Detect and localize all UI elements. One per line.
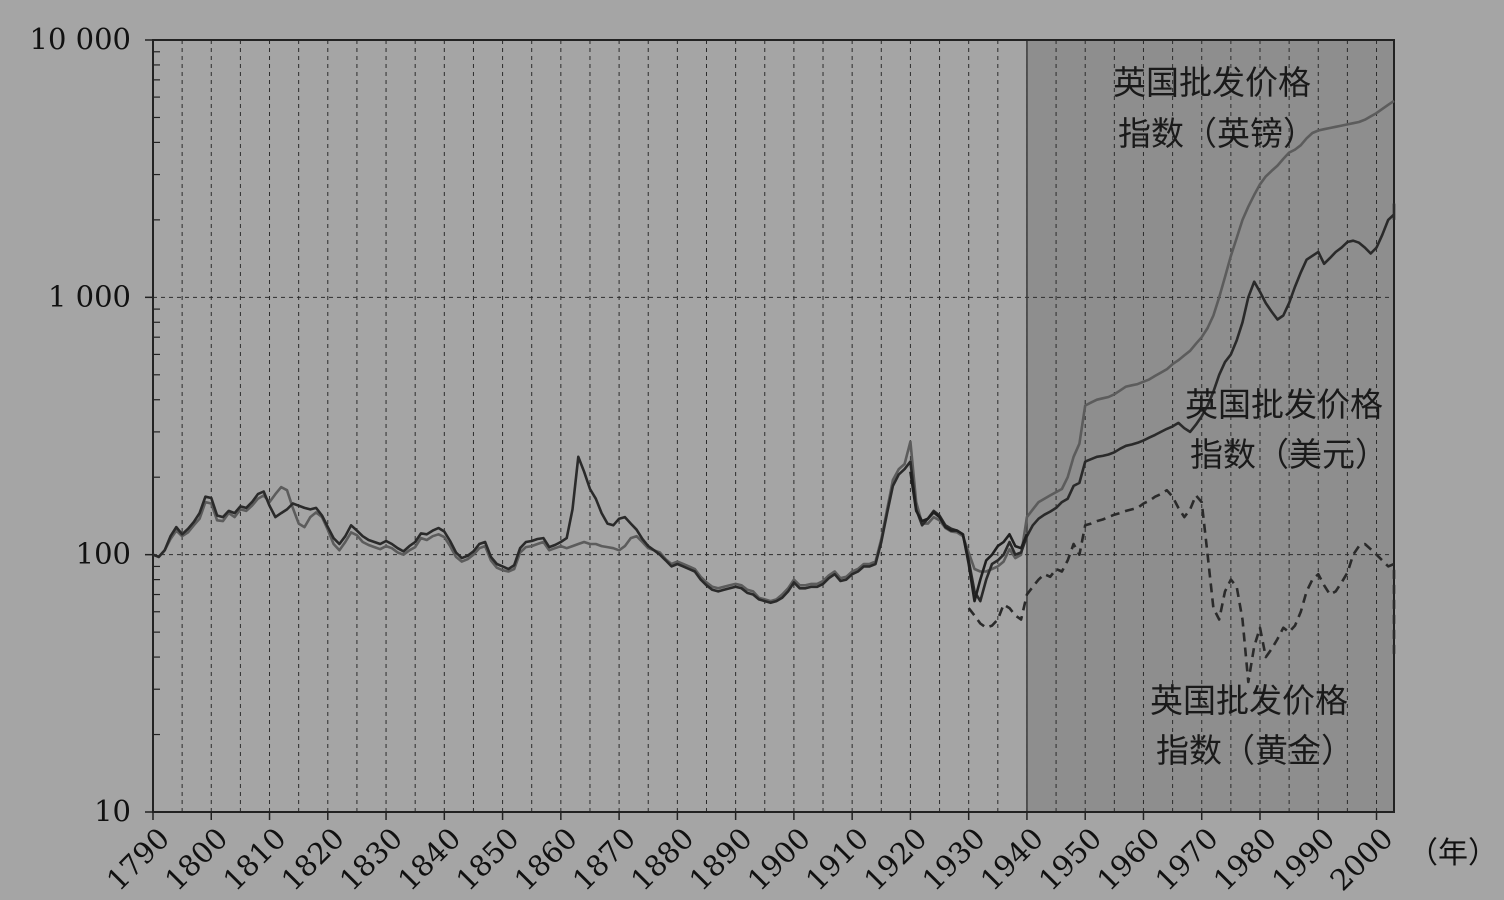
plot-frame — [152, 39, 1395, 813]
y-tick-label: 100 — [76, 537, 131, 571]
y-axis-tick-labels: 10 100 1 000 10 000 — [30, 22, 153, 828]
series-line-dark_overlay — [909, 471, 1029, 603]
annotation-usd-line1: 英国批发价格 — [1185, 385, 1383, 424]
series-line-gbp — [152, 99, 1395, 603]
series-lines — [152, 99, 1396, 684]
annotation-gbp-line1: 英国批发价格 — [1113, 63, 1311, 102]
vertical-gridlines — [181, 40, 1378, 812]
horizontal-gridlines — [153, 51, 1394, 736]
y-tick-label: 10 000 — [30, 22, 131, 56]
annotation-gbp-line2: 指数（英镑） — [1118, 114, 1316, 153]
annotation-gold-line2: 指数（黄金） — [1156, 731, 1354, 770]
y-tick-label: 1 000 — [48, 279, 131, 313]
annotation-gold-line1: 英国批发价格 — [1150, 681, 1348, 720]
series-line-usd — [152, 202, 1396, 605]
x-axis-unit-label: （年） — [1408, 836, 1498, 871]
annotation-usd-line2: 指数（美元） — [1190, 435, 1388, 474]
y-tick-label: 10 — [94, 794, 131, 828]
shaded-period — [1026, 40, 1394, 812]
